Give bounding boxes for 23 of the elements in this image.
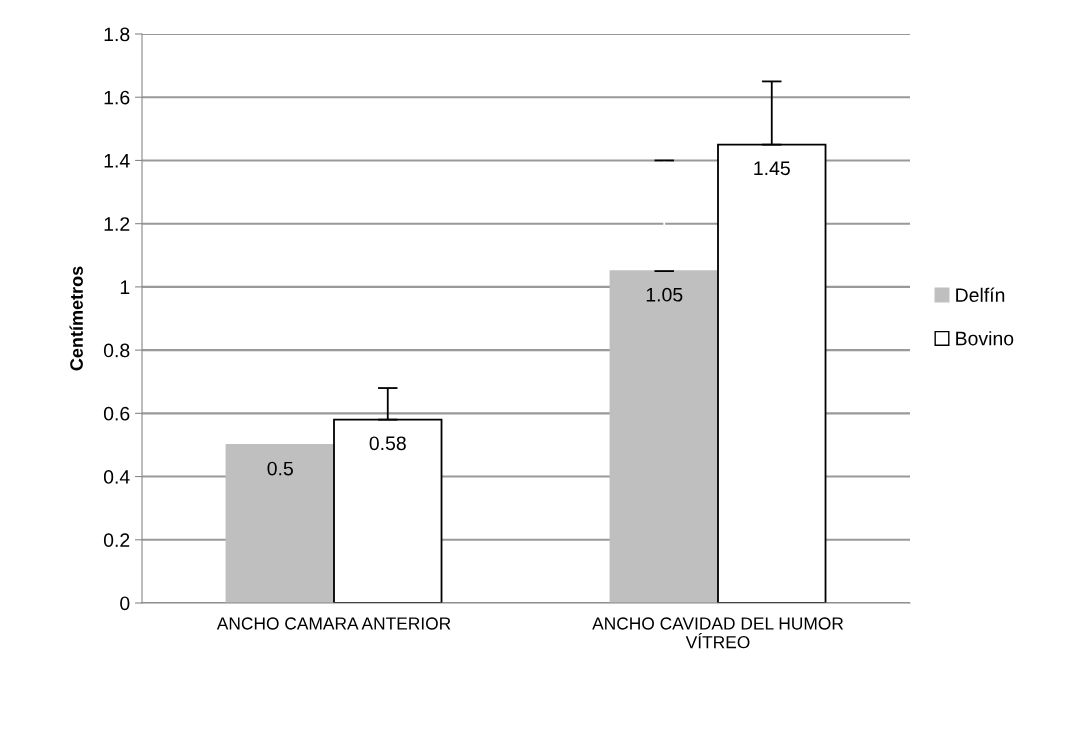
y-tick-label: 1.6 xyxy=(104,90,130,105)
bar xyxy=(609,270,719,603)
y-tick-label: 0.6 xyxy=(103,406,130,421)
y-tick-label: 1.2 xyxy=(104,217,130,231)
legend-label: Delfín xyxy=(956,287,1005,303)
y-tick-label: 0.8 xyxy=(103,343,130,358)
y-tick-label: 1 xyxy=(120,280,130,294)
legend-label: Bovino xyxy=(956,331,1014,346)
y-tick-label: 0.4 xyxy=(103,470,130,484)
data-label: 1.05 xyxy=(646,287,683,302)
y-tick-label: 1.8 xyxy=(104,27,130,42)
y-axis-title: Centímetros xyxy=(69,266,83,371)
bar xyxy=(225,444,335,603)
data-label: 1.45 xyxy=(754,161,790,176)
y-tick-label: 1.4 xyxy=(104,154,130,168)
bar xyxy=(333,418,443,603)
x-tick-label: ANCHO CAMARA ANTERIOR xyxy=(216,617,451,630)
x-tick-label: ANCHO CAVIDAD DEL HUMOR VÍTREO xyxy=(592,617,844,649)
y-tick-label: 0 xyxy=(120,596,130,611)
bar xyxy=(717,143,827,603)
data-label: 0.58 xyxy=(369,436,406,451)
y-tick-label: 0.2 xyxy=(103,533,130,548)
data-label: 0.5 xyxy=(267,461,293,476)
